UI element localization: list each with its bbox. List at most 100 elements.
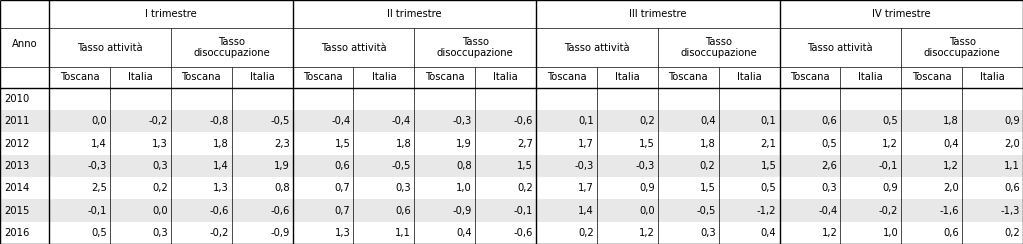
Text: -0,3: -0,3 [453, 116, 472, 126]
Text: 2,0: 2,0 [1005, 139, 1020, 149]
Text: Toscana: Toscana [303, 72, 343, 82]
Text: 1,5: 1,5 [700, 183, 716, 193]
Text: Toscana: Toscana [911, 72, 951, 82]
Text: 0,3: 0,3 [396, 183, 411, 193]
Text: Italia: Italia [858, 72, 883, 82]
Text: 0,7: 0,7 [335, 205, 350, 215]
Text: Toscana: Toscana [668, 72, 708, 82]
Text: 0,0: 0,0 [91, 116, 106, 126]
Text: Toscana: Toscana [790, 72, 830, 82]
Text: 2011: 2011 [4, 116, 30, 126]
Text: -0,5: -0,5 [270, 116, 290, 126]
Text: 0,4: 0,4 [700, 116, 716, 126]
Text: 0,6: 0,6 [1005, 183, 1020, 193]
Text: 0,1: 0,1 [761, 116, 776, 126]
Text: 1,8: 1,8 [396, 139, 411, 149]
Text: -0,2: -0,2 [210, 228, 228, 238]
Bar [0, 110, 1023, 132]
Bar [0, 199, 1023, 222]
Text: 0,6: 0,6 [396, 205, 411, 215]
Text: 1,5: 1,5 [335, 139, 350, 149]
Text: 1,1: 1,1 [1004, 161, 1020, 171]
Text: -0,2: -0,2 [148, 116, 168, 126]
Text: -0,6: -0,6 [514, 228, 533, 238]
Text: 0,2: 0,2 [700, 161, 716, 171]
Text: Toscana: Toscana [546, 72, 586, 82]
Text: 2016: 2016 [4, 228, 30, 238]
Text: 1,9: 1,9 [456, 139, 472, 149]
Text: Anno: Anno [11, 39, 38, 49]
Text: 1,2: 1,2 [882, 139, 898, 149]
Text: 0,4: 0,4 [761, 228, 776, 238]
Text: Tasso
disoccupazione: Tasso disoccupazione [193, 37, 270, 58]
Text: -0,5: -0,5 [697, 205, 716, 215]
Text: -1,6: -1,6 [939, 205, 960, 215]
Text: 1,8: 1,8 [700, 139, 716, 149]
Text: 1,9: 1,9 [273, 161, 290, 171]
Text: 2012: 2012 [4, 139, 30, 149]
Text: I trimestre: I trimestre [145, 9, 196, 19]
Text: 1,4: 1,4 [91, 139, 106, 149]
Text: 0,8: 0,8 [274, 183, 290, 193]
Text: -0,6: -0,6 [270, 205, 290, 215]
Text: 2015: 2015 [4, 205, 30, 215]
Text: 0,5: 0,5 [761, 183, 776, 193]
Text: 1,2: 1,2 [821, 228, 837, 238]
Text: -0,3: -0,3 [88, 161, 106, 171]
Text: III trimestre: III trimestre [629, 9, 686, 19]
Text: 0,3: 0,3 [152, 228, 168, 238]
Text: 0,4: 0,4 [456, 228, 472, 238]
Text: 0,3: 0,3 [700, 228, 716, 238]
Text: 2013: 2013 [4, 161, 30, 171]
Text: -0,9: -0,9 [453, 205, 472, 215]
Text: 1,4: 1,4 [578, 205, 593, 215]
Text: 1,5: 1,5 [517, 161, 533, 171]
Text: 0,8: 0,8 [456, 161, 472, 171]
Text: Tasso attività: Tasso attività [564, 43, 630, 52]
Text: Italia: Italia [250, 72, 274, 82]
Text: -0,3: -0,3 [635, 161, 655, 171]
Text: 1,2: 1,2 [943, 161, 960, 171]
Text: Italia: Italia [128, 72, 152, 82]
Text: 0,1: 0,1 [578, 116, 593, 126]
Bar [0, 0, 1023, 88]
Text: 0,2: 0,2 [518, 183, 533, 193]
Text: 2014: 2014 [4, 183, 30, 193]
Text: 1,8: 1,8 [943, 116, 960, 126]
Text: 2010: 2010 [4, 94, 30, 104]
Text: 0,9: 0,9 [1005, 116, 1020, 126]
Bar [0, 177, 1023, 199]
Text: 1,4: 1,4 [213, 161, 228, 171]
Text: 2,3: 2,3 [274, 139, 290, 149]
Text: -1,2: -1,2 [757, 205, 776, 215]
Text: 1,3: 1,3 [335, 228, 350, 238]
Text: Toscana: Toscana [425, 72, 464, 82]
Text: 0,5: 0,5 [821, 139, 837, 149]
Text: 1,7: 1,7 [578, 183, 593, 193]
Text: 0,2: 0,2 [1005, 228, 1020, 238]
Text: 2,0: 2,0 [943, 183, 960, 193]
Text: 0,0: 0,0 [152, 205, 168, 215]
Text: Tasso attività: Tasso attività [807, 43, 874, 52]
Text: -0,4: -0,4 [818, 205, 837, 215]
Text: 0,6: 0,6 [943, 228, 960, 238]
Text: Italia: Italia [737, 72, 761, 82]
Text: 0,2: 0,2 [578, 228, 593, 238]
Text: 2,7: 2,7 [517, 139, 533, 149]
Text: 0,9: 0,9 [639, 183, 655, 193]
Text: Tasso attività: Tasso attività [77, 43, 143, 52]
Text: II trimestre: II trimestre [387, 9, 442, 19]
Text: 1,1: 1,1 [395, 228, 411, 238]
Text: -0,3: -0,3 [575, 161, 593, 171]
Text: 1,8: 1,8 [213, 139, 228, 149]
Text: -0,5: -0,5 [392, 161, 411, 171]
Text: -0,1: -0,1 [88, 205, 106, 215]
Text: -0,2: -0,2 [879, 205, 898, 215]
Text: 0,3: 0,3 [152, 161, 168, 171]
Text: 0,2: 0,2 [152, 183, 168, 193]
Text: 1,0: 1,0 [883, 228, 898, 238]
Bar [0, 155, 1023, 177]
Text: Tasso
disoccupazione: Tasso disoccupazione [924, 37, 1000, 58]
Text: 2,5: 2,5 [91, 183, 106, 193]
Text: Tasso
disoccupazione: Tasso disoccupazione [437, 37, 514, 58]
